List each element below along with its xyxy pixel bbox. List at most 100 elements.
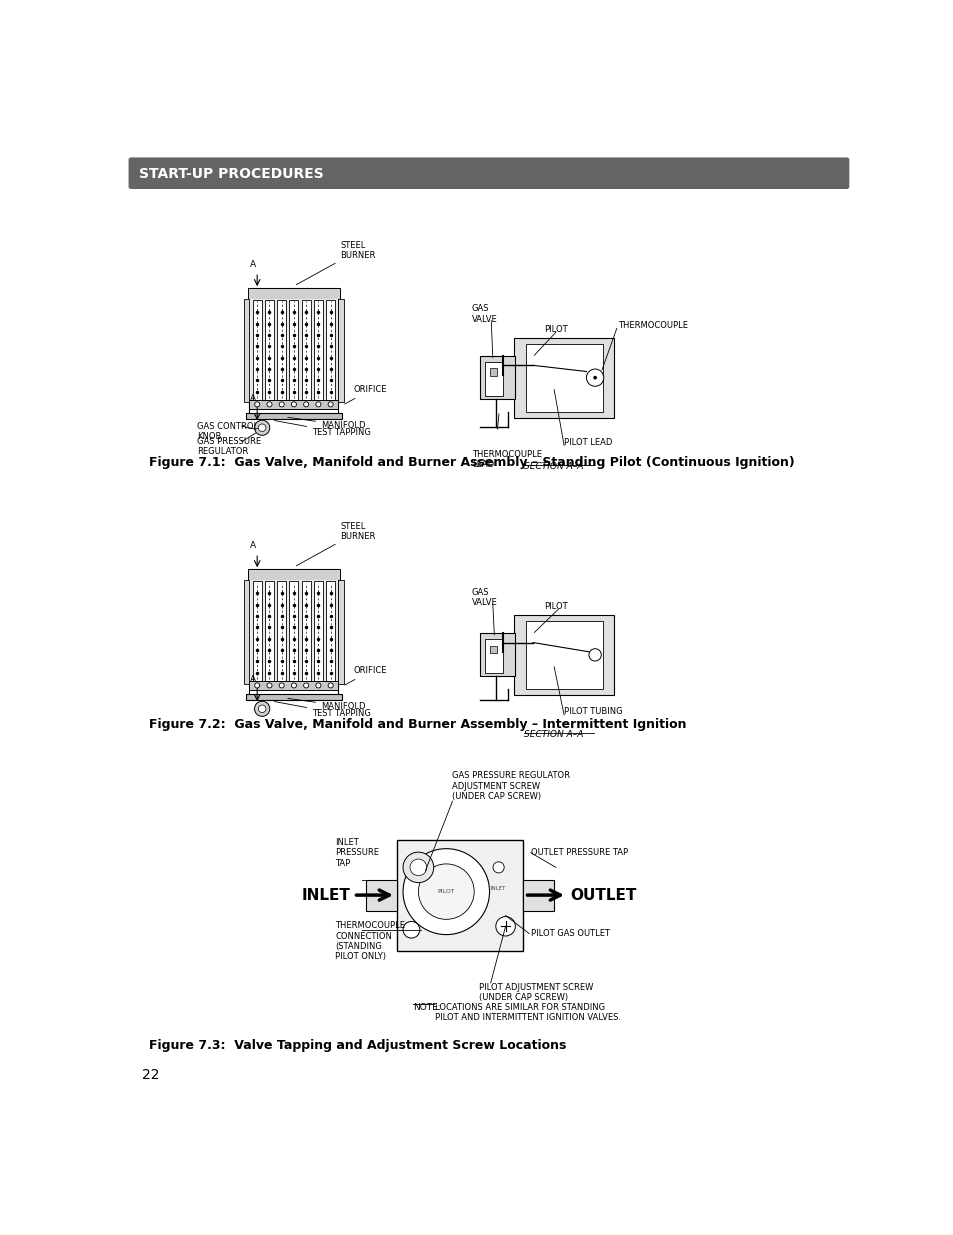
FancyBboxPatch shape	[129, 157, 848, 189]
Text: GAS CONTROL
KNOB: GAS CONTROL KNOB	[196, 421, 257, 441]
Text: START-UP PROCEDURES: START-UP PROCEDURES	[139, 167, 324, 180]
Circle shape	[291, 683, 296, 688]
Bar	[244, 299, 249, 403]
Circle shape	[258, 705, 266, 713]
Circle shape	[254, 701, 270, 716]
Text: MANIFOLD: MANIFOLD	[288, 698, 365, 711]
Circle shape	[315, 683, 320, 688]
Circle shape	[267, 401, 272, 406]
Bar	[301, 582, 311, 680]
Bar	[314, 300, 322, 400]
Circle shape	[593, 375, 597, 379]
Circle shape	[588, 648, 600, 661]
Circle shape	[402, 921, 419, 939]
Bar	[247, 288, 340, 299]
Text: PILOT GAS OUTLET: PILOT GAS OUTLET	[530, 929, 609, 939]
Text: PILOT: PILOT	[437, 889, 455, 894]
Bar	[314, 582, 322, 680]
Text: PILOT LEAD: PILOT LEAD	[563, 438, 612, 447]
Circle shape	[410, 860, 426, 876]
Text: SECTION A–A: SECTION A–A	[524, 730, 583, 739]
Text: NOTE:: NOTE:	[413, 1003, 440, 1011]
Text: INLET: INLET	[301, 888, 351, 903]
Text: OUTLET PRESSURE TAP: OUTLET PRESSURE TAP	[530, 848, 627, 857]
Text: STEEL
BURNER: STEEL BURNER	[296, 522, 375, 566]
Circle shape	[254, 683, 259, 688]
Circle shape	[418, 864, 474, 919]
Bar	[484, 362, 503, 396]
Circle shape	[496, 916, 515, 936]
Bar	[249, 288, 338, 414]
Text: A: A	[250, 394, 255, 403]
Bar	[249, 400, 338, 409]
Bar	[265, 582, 274, 680]
Circle shape	[279, 683, 284, 688]
Bar	[253, 300, 261, 400]
Text: A: A	[250, 541, 255, 550]
Bar	[326, 300, 335, 400]
Bar	[289, 300, 298, 400]
Bar	[489, 368, 497, 375]
Bar	[514, 337, 613, 417]
Text: 22: 22	[142, 1068, 160, 1082]
Circle shape	[279, 401, 284, 406]
Circle shape	[328, 683, 333, 688]
Text: SECTION A–A: SECTION A–A	[524, 462, 583, 472]
Text: THERMOCOUPLE
LEAD: THERMOCOUPLE LEAD	[472, 450, 541, 469]
Circle shape	[258, 424, 266, 431]
Text: OUTLET: OUTLET	[569, 888, 636, 903]
Text: GAS PRESSURE REGULATOR
ADJUSTMENT SCREW
(UNDER CAP SCREW): GAS PRESSURE REGULATOR ADJUSTMENT SCREW …	[452, 772, 570, 802]
Circle shape	[303, 683, 309, 688]
Bar	[338, 580, 343, 683]
Circle shape	[315, 401, 320, 406]
Bar	[397, 840, 522, 951]
Text: THERMOCOUPLE
CONNECTION
(STANDING
PILOT ONLY): THERMOCOUPLE CONNECTION (STANDING PILOT …	[335, 921, 405, 961]
Text: A: A	[250, 676, 255, 684]
Bar	[326, 582, 335, 680]
Text: MANIFOLD: MANIFOLD	[288, 417, 365, 430]
Bar	[244, 580, 249, 683]
Bar	[265, 300, 274, 400]
Text: Figure 7.1:  Gas Valve, Manifold and Burner Assembly – Standing Pilot (Continuou: Figure 7.1: Gas Valve, Manifold and Burn…	[149, 456, 794, 469]
Text: GAS
VALVE: GAS VALVE	[472, 588, 497, 608]
Text: INLET
PRESSURE
TAP: INLET PRESSURE TAP	[335, 837, 379, 868]
Circle shape	[402, 848, 489, 935]
Circle shape	[254, 420, 270, 435]
Bar	[249, 568, 338, 695]
Bar	[249, 580, 338, 682]
Text: LOCATIONS ARE SIMILAR FOR STANDING
PILOT AND INTERMITTENT IGNITION VALVES.: LOCATIONS ARE SIMILAR FOR STANDING PILOT…	[435, 1003, 620, 1023]
Circle shape	[267, 683, 272, 688]
Text: TEST TAPPING: TEST TAPPING	[274, 420, 371, 437]
Text: THERMOCOUPLE: THERMOCOUPLE	[617, 321, 687, 330]
Circle shape	[328, 401, 333, 406]
Text: INLET: INLET	[491, 885, 506, 890]
Bar	[289, 582, 298, 680]
Text: PILOT: PILOT	[544, 325, 567, 333]
Circle shape	[586, 369, 603, 387]
Bar	[480, 356, 514, 399]
Circle shape	[402, 852, 434, 883]
Bar	[246, 412, 341, 419]
Bar	[277, 300, 286, 400]
Text: ORIFICE: ORIFICE	[344, 385, 387, 404]
Bar	[253, 582, 261, 680]
Circle shape	[303, 401, 309, 406]
Bar	[249, 680, 338, 690]
Bar	[525, 621, 602, 689]
Text: PILOT ADJUSTMENT SCREW
(UNDER CAP SCREW): PILOT ADJUSTMENT SCREW (UNDER CAP SCREW)	[478, 983, 593, 1003]
Bar	[338, 299, 343, 403]
Circle shape	[493, 862, 504, 873]
Bar	[247, 568, 340, 580]
Bar	[249, 299, 338, 401]
Text: ORIFICE: ORIFICE	[344, 667, 387, 685]
Text: A: A	[250, 261, 255, 269]
Text: STEEL
BURNER: STEEL BURNER	[296, 241, 375, 285]
Bar	[246, 694, 341, 700]
Circle shape	[254, 401, 259, 406]
Text: Figure 7.3:  Valve Tapping and Adjustment Screw Locations: Figure 7.3: Valve Tapping and Adjustment…	[149, 1039, 565, 1052]
Bar	[277, 582, 286, 680]
Text: TEST TAPPING: TEST TAPPING	[274, 701, 371, 719]
Bar	[480, 634, 514, 677]
Text: GAS PRESSURE
REGULATOR: GAS PRESSURE REGULATOR	[196, 437, 260, 457]
Bar	[366, 879, 397, 910]
